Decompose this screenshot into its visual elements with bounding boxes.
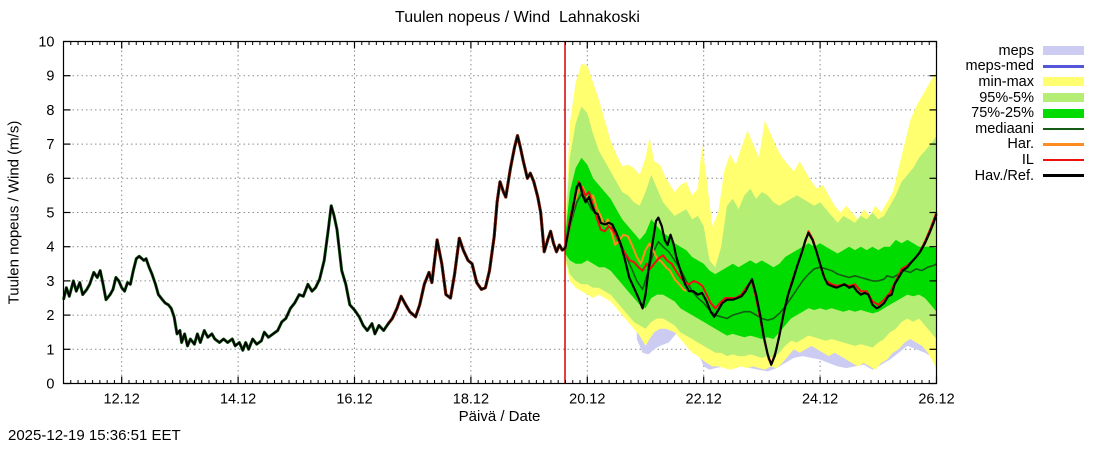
legend-item-meps-med: meps-med	[965, 58, 1084, 75]
legend-label: 95%-5%	[979, 89, 1034, 106]
y-tick-label: 10	[38, 35, 54, 51]
legend-item-mediaani: mediaani	[966, 120, 1084, 137]
legend-item-75-25: 75%-25%	[966, 105, 1084, 122]
y-tick-label: 1	[46, 342, 54, 358]
legend-line-swatch	[1043, 174, 1084, 177]
x-tick-label: 18.12	[453, 392, 489, 408]
legend-line-swatch	[1043, 65, 1084, 68]
legend-item-min-max: min-max	[966, 73, 1084, 90]
x-tick-label: 24.12	[802, 392, 838, 408]
y-tick-label: 6	[46, 171, 54, 187]
hav-ref-history-line	[62, 134, 566, 352]
legend-band-swatch	[1043, 93, 1084, 103]
y-tick-label: 9	[46, 69, 54, 85]
legend-band-swatch	[1043, 108, 1084, 118]
y-tick-label: 4	[46, 240, 54, 256]
x-tick-label: 16.12	[336, 392, 372, 408]
y-tick-label: 5	[46, 206, 54, 222]
x-tick-label: 22.12	[686, 392, 722, 408]
legend-item-har: Har.	[966, 136, 1084, 153]
legend-band-swatch	[1043, 46, 1084, 56]
legend-line-swatch	[1043, 158, 1084, 162]
chart-title: Tuulen nopeus / Wind Lahnakoski	[395, 9, 640, 26]
legend-label: Hav./Ref.	[974, 167, 1034, 184]
legend-line-swatch	[1043, 127, 1084, 131]
legend-label: 75%-25%	[971, 105, 1034, 122]
legend-label: min-max	[978, 73, 1034, 90]
x-axis-label: Päivä / Date	[458, 408, 541, 425]
legend-item-il: IL	[966, 151, 1084, 168]
y-tick-label: 8	[46, 103, 54, 119]
x-tick-label: 12.12	[104, 392, 140, 408]
y-tick-label: 7	[46, 137, 54, 153]
y-tick-label: 0	[46, 377, 54, 393]
legend-label: Har.	[1007, 136, 1034, 153]
legend-item-meps: meps	[966, 42, 1084, 59]
legend-label: meps	[998, 42, 1034, 59]
legend-line-swatch	[1043, 143, 1084, 146]
x-tick-label: 20.12	[569, 392, 605, 408]
legend-item-95-5: 95%-5%	[966, 89, 1084, 106]
legend-band-swatch	[1043, 77, 1084, 87]
x-tick-label: 14.12	[220, 392, 256, 408]
legend-item-hav-ref: Hav./Ref.	[966, 167, 1084, 184]
timestamp: 2025-12-19 15:36:51 EET	[8, 427, 181, 444]
hav-ref-forecast-line	[564, 182, 938, 366]
y-tick-label: 3	[46, 274, 54, 290]
il-line	[564, 180, 938, 364]
y-axis-label: Tuulen nopeus / Wind (m/s)	[5, 120, 23, 305]
p75-25-band	[565, 157, 937, 339]
legend: meps meps-med min-max 95%-5% 75%-25% mediaani…	[965, 42, 1084, 184]
history-il-line	[387, 134, 566, 325]
legend-label: IL	[1021, 151, 1034, 168]
x-tick-label: 26.12	[918, 392, 954, 408]
legend-label: mediaani	[975, 120, 1034, 137]
history-median-line	[62, 134, 566, 352]
legend-label: meps-med	[965, 58, 1035, 75]
y-tick-label: 2	[46, 308, 54, 324]
